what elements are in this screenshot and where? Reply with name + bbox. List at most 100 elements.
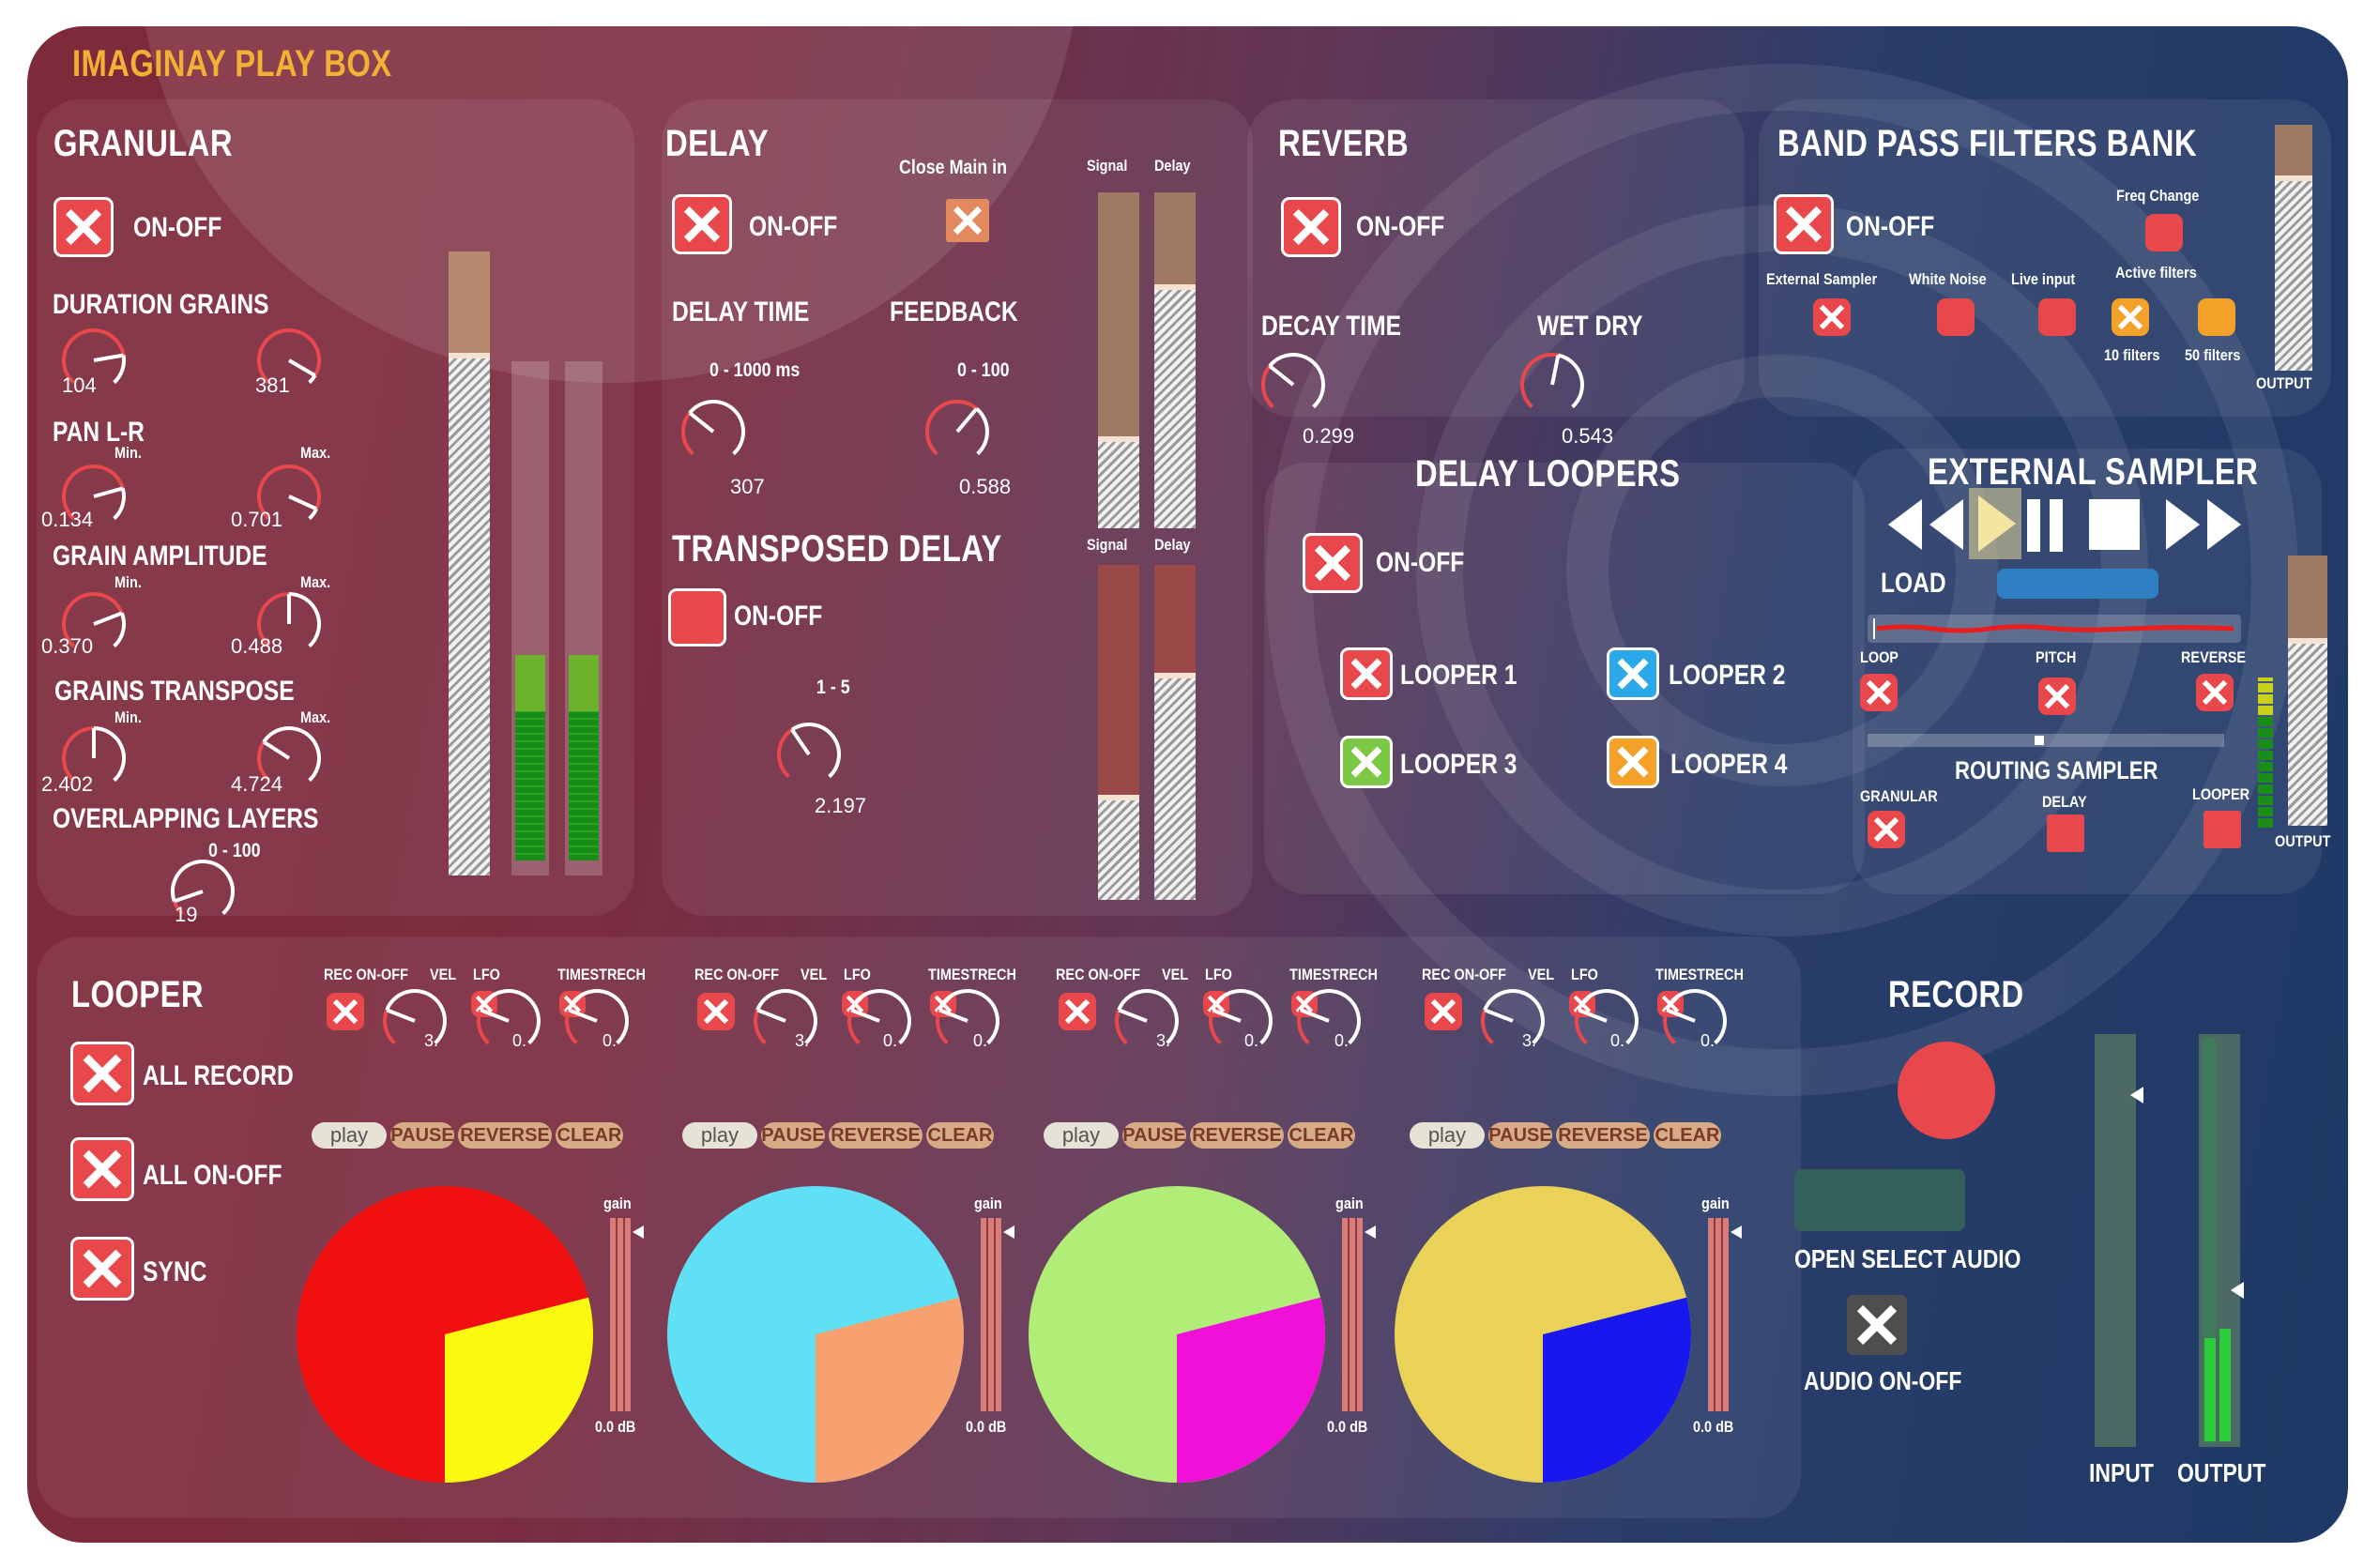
- filters-10-toggle[interactable]: [2112, 298, 2149, 336]
- track-4-pause-button[interactable]: PAUSE: [1488, 1122, 1552, 1149]
- track-1-lfo-knob[interactable]: [477, 989, 542, 1059]
- delay-signal-slider-top[interactable]: [1098, 192, 1139, 528]
- track-1-timestrech-knob[interactable]: [565, 989, 631, 1059]
- track-2-timestrech-knob[interactable]: [936, 989, 1001, 1059]
- route-looper-toggle[interactable]: [2204, 811, 2241, 848]
- bandpass-output-slider[interactable]: [2275, 125, 2312, 371]
- audio-on-off-toggle[interactable]: [1847, 1295, 1907, 1355]
- track-1-clear-button[interactable]: CLEAR: [556, 1122, 623, 1149]
- track-3-clear-button[interactable]: CLEAR: [1288, 1122, 1355, 1149]
- load-button[interactable]: [1997, 569, 2158, 599]
- track-1-vel-knob[interactable]: [383, 989, 449, 1059]
- sync-toggle[interactable]: [70, 1237, 134, 1301]
- bandpass-toggle[interactable]: [1774, 194, 1834, 254]
- reverse-toggle[interactable]: [2196, 674, 2234, 711]
- filters-50-toggle[interactable]: [2198, 298, 2235, 336]
- track-4-gain-slider[interactable]: [1708, 1218, 1742, 1411]
- track-4-play-button[interactable]: play: [1410, 1122, 1485, 1149]
- output-level-slider[interactable]: [2199, 1034, 2244, 1447]
- pan-max-knob[interactable]: [257, 464, 323, 535]
- track-2-clear-button[interactable]: CLEAR: [926, 1122, 994, 1149]
- decay-knob[interactable]: [1261, 353, 1327, 423]
- stop-icon[interactable]: [2087, 497, 2143, 552]
- track-4-rec-toggle[interactable]: [1425, 993, 1462, 1030]
- track-3-lfo-knob[interactable]: [1209, 989, 1274, 1059]
- track-4-timestrech-knob[interactable]: [1663, 989, 1729, 1059]
- feedback-knob[interactable]: [925, 400, 991, 470]
- transposed-knob[interactable]: [777, 723, 843, 793]
- track-3-vel-knob[interactable]: [1115, 989, 1181, 1059]
- amp-max-knob[interactable]: [257, 592, 323, 662]
- pitch-toggle[interactable]: [2038, 677, 2076, 715]
- loop-toggle[interactable]: [1860, 674, 1898, 711]
- track-3-pause-button[interactable]: PAUSE: [1122, 1122, 1186, 1149]
- track-1-pause-button[interactable]: PAUSE: [390, 1122, 454, 1149]
- granular-output-slider[interactable]: [449, 251, 490, 875]
- transposed-signal-slider[interactable]: [1098, 565, 1139, 900]
- track-1-loop-pie[interactable]: [295, 1184, 595, 1484]
- source-live-input[interactable]: [2038, 298, 2076, 336]
- tr-max-knob[interactable]: [257, 726, 323, 797]
- delay-time-knob[interactable]: [681, 400, 747, 470]
- close-main-toggle[interactable]: [946, 199, 989, 242]
- looper-2-toggle[interactable]: [1607, 647, 1659, 700]
- track-2-lfo-knob[interactable]: [847, 989, 913, 1059]
- track-4-vel-knob[interactable]: [1481, 989, 1547, 1059]
- duration-max-knob[interactable]: [257, 328, 323, 399]
- track-2-reverse-button[interactable]: REVERSE: [829, 1122, 923, 1149]
- amp-min-knob[interactable]: [62, 592, 128, 662]
- duration-min-knob[interactable]: [62, 328, 128, 399]
- track-4-loop-pie[interactable]: [1393, 1184, 1693, 1484]
- source-white-noise[interactable]: [1937, 298, 1975, 336]
- delay-delay-slider-top[interactable]: [1154, 192, 1196, 528]
- track-3-reverse-button[interactable]: REVERSE: [1190, 1122, 1284, 1149]
- track-3-timestrech-knob[interactable]: [1297, 989, 1363, 1059]
- overlap-knob[interactable]: [171, 860, 236, 930]
- input-level-slider[interactable]: [2095, 1034, 2143, 1447]
- track-2-play-button[interactable]: play: [682, 1122, 757, 1149]
- track-4-reverse-button[interactable]: REVERSE: [1556, 1122, 1650, 1149]
- track-4-lfo-knob[interactable]: [1575, 989, 1640, 1059]
- track-2-gain-slider[interactable]: [981, 1218, 1014, 1411]
- pan-min-knob[interactable]: [62, 464, 128, 535]
- all-on-off-toggle[interactable]: [70, 1137, 134, 1201]
- track-1-rec-toggle[interactable]: [327, 993, 364, 1030]
- all-record-toggle[interactable]: [70, 1042, 134, 1105]
- reverb-toggle[interactable]: [1281, 197, 1341, 257]
- track-1-gain-slider[interactable]: [610, 1218, 644, 1411]
- pitch-slider[interactable]: [1868, 734, 2224, 747]
- delay-toggle[interactable]: [672, 194, 732, 254]
- track-2-pause-button[interactable]: PAUSE: [761, 1122, 825, 1149]
- looper-1-toggle[interactable]: [1340, 647, 1393, 700]
- track-3-loop-pie[interactable]: [1027, 1184, 1327, 1484]
- tr-min-knob[interactable]: [62, 726, 128, 797]
- track-3-play-button[interactable]: play: [1044, 1122, 1119, 1149]
- source-external-sampler[interactable]: [1813, 298, 1851, 336]
- track-4-clear-button[interactable]: CLEAR: [1654, 1122, 1721, 1149]
- track-2-vel-knob[interactable]: [754, 989, 819, 1059]
- granular-toggle[interactable]: [53, 197, 114, 257]
- track-3-rec-toggle[interactable]: [1059, 993, 1096, 1030]
- looper-3-toggle[interactable]: [1340, 736, 1393, 788]
- route-delay-toggle[interactable]: [2047, 814, 2084, 852]
- track-3-gain-slider[interactable]: [1342, 1218, 1376, 1411]
- waveform-display[interactable]: [1868, 615, 2241, 643]
- track-1-play-button[interactable]: play: [312, 1122, 387, 1149]
- track-2-loop-pie[interactable]: [665, 1184, 966, 1484]
- wet-dry-knob[interactable]: [1520, 353, 1586, 423]
- fast-forward-icon[interactable]: [2162, 495, 2247, 554]
- open-select-audio-button[interactable]: [1794, 1169, 1965, 1231]
- rewind-icon[interactable]: [1884, 495, 1967, 554]
- transposed-delay-toggle[interactable]: [668, 588, 726, 647]
- looper-4-toggle[interactable]: [1607, 736, 1659, 788]
- delay-loopers-toggle[interactable]: [1303, 533, 1363, 593]
- pause-icon[interactable]: [2025, 497, 2066, 554]
- track-1-reverse-button[interactable]: REVERSE: [458, 1122, 552, 1149]
- record-button[interactable]: [1898, 1042, 1995, 1139]
- play-icon[interactable]: [1969, 488, 2021, 559]
- transposed-delay-slider[interactable]: [1154, 565, 1196, 900]
- sampler-output-slider[interactable]: [2288, 556, 2327, 826]
- track-2-rec-toggle[interactable]: [697, 993, 735, 1030]
- freq-change-button[interactable]: [2145, 214, 2183, 251]
- route-granular-toggle[interactable]: [1868, 811, 1905, 848]
